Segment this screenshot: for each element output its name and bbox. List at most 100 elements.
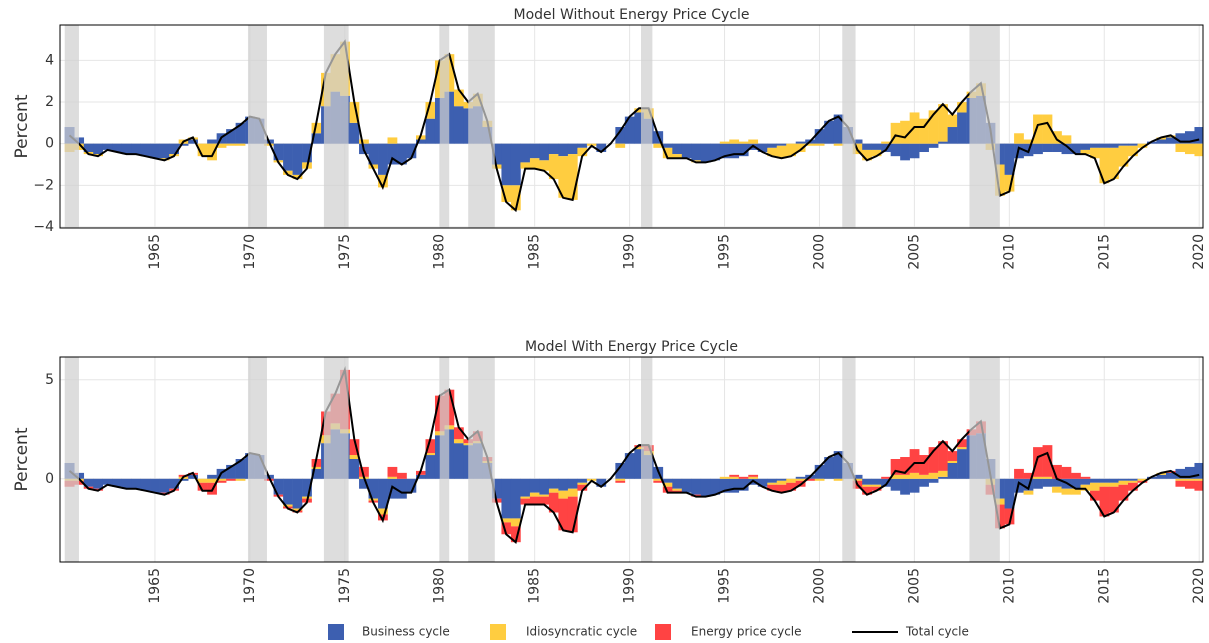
- bar: [1099, 482, 1110, 487]
- bar: [378, 478, 388, 509]
- x-tick-label: 1965: [147, 568, 163, 604]
- bar: [378, 143, 388, 175]
- bar: [805, 478, 816, 481]
- bar: [1090, 482, 1100, 491]
- shaded-period: [439, 357, 450, 562]
- bar: [567, 478, 578, 489]
- bar: [634, 447, 645, 450]
- bar: [529, 158, 540, 169]
- bar: [406, 478, 417, 493]
- y-tick-label: 2: [45, 94, 54, 110]
- bar: [729, 478, 740, 493]
- bar: [1128, 143, 1138, 146]
- bar: [159, 478, 170, 493]
- bar: [1194, 480, 1203, 491]
- bar: [1194, 143, 1203, 157]
- bar: [140, 478, 151, 491]
- bar: [814, 464, 825, 479]
- bar: [862, 486, 872, 495]
- x-tick-label: 1990: [622, 568, 638, 604]
- bar: [1042, 114, 1053, 144]
- bar: [1071, 488, 1081, 495]
- bar: [102, 478, 113, 485]
- bar: [957, 449, 967, 479]
- bar: [510, 185, 521, 211]
- bar: [1137, 143, 1148, 148]
- bar: [1004, 143, 1015, 175]
- bar: [748, 474, 759, 477]
- shaded-period: [64, 25, 79, 228]
- bar: [928, 478, 939, 483]
- bar: [1109, 143, 1119, 148]
- legend-label: Idiosyncratic cycle: [526, 625, 637, 639]
- bar: [947, 127, 958, 144]
- bar: [900, 120, 910, 144]
- bar: [738, 141, 749, 144]
- x-tick-label: 2015: [1096, 568, 1112, 604]
- bar: [919, 455, 929, 475]
- y-tick-label: 0: [45, 136, 54, 152]
- bar: [776, 143, 787, 146]
- bar: [453, 427, 464, 440]
- bar: [501, 185, 512, 202]
- bar: [805, 143, 816, 146]
- bar: [264, 478, 274, 481]
- x-tick-label: 2005: [906, 234, 922, 270]
- bar: [919, 118, 929, 144]
- bar: [74, 472, 85, 479]
- bar: [1194, 478, 1203, 481]
- bar: [786, 143, 797, 157]
- bar: [416, 139, 426, 144]
- bar: [1071, 472, 1081, 479]
- bar: [548, 154, 559, 180]
- bar: [567, 488, 578, 497]
- bar: [235, 459, 246, 479]
- bar: [634, 112, 645, 144]
- bar: [1109, 482, 1119, 487]
- bar: [795, 476, 806, 479]
- bar: [852, 478, 863, 481]
- bar: [624, 453, 635, 479]
- plot: [64, 357, 1203, 562]
- bar: [691, 143, 702, 161]
- bar: [74, 143, 85, 150]
- bar: [672, 154, 683, 159]
- bar: [1099, 486, 1110, 517]
- bar: [957, 112, 967, 144]
- bar: [387, 143, 398, 165]
- bar: [425, 453, 436, 456]
- bar: [995, 498, 1005, 505]
- bar: [957, 447, 967, 450]
- bar: [1184, 478, 1195, 481]
- bar: [501, 518, 512, 523]
- bar: [995, 143, 1005, 165]
- bar: [862, 149, 872, 161]
- bar: [425, 439, 436, 454]
- legend-label: Energy price cycle: [691, 625, 802, 639]
- bar: [833, 478, 844, 481]
- bar: [577, 482, 588, 485]
- bar: [900, 478, 910, 495]
- bar: [833, 451, 844, 479]
- bar: [957, 102, 967, 113]
- bar: [406, 143, 417, 159]
- bar: [938, 104, 948, 142]
- bar: [672, 143, 683, 155]
- bar: [539, 496, 550, 505]
- bar: [1090, 147, 1100, 159]
- bar: [729, 143, 740, 159]
- x-tick-label: 1970: [242, 568, 258, 604]
- bar: [691, 160, 702, 163]
- bar: [387, 137, 398, 144]
- chart-title: Model With Energy Price Cycle: [525, 339, 738, 355]
- bar: [1118, 478, 1129, 481]
- y-tick-label: −4: [33, 219, 54, 235]
- bar: [1128, 478, 1138, 481]
- y-tick-label: −2: [33, 177, 54, 193]
- bar: [748, 476, 759, 479]
- bar: [928, 110, 939, 144]
- bar: [359, 139, 369, 144]
- bar: [188, 474, 198, 479]
- shaded-period: [439, 25, 450, 228]
- bar: [273, 143, 284, 161]
